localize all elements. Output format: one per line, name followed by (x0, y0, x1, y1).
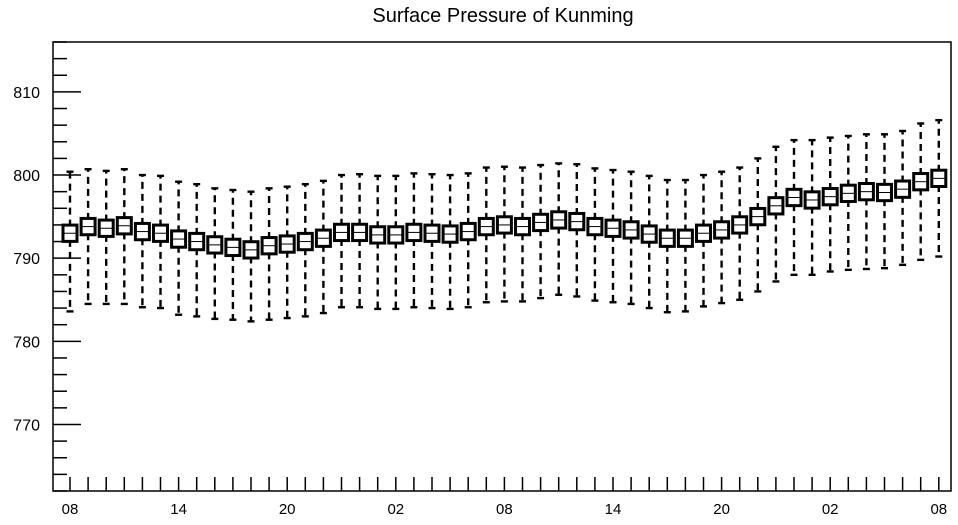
box-item (731, 166, 749, 301)
box-item (333, 173, 350, 309)
box-item (188, 182, 206, 318)
box-item (658, 178, 676, 314)
box-item (622, 170, 640, 306)
box-item (495, 165, 513, 303)
box-item (61, 170, 79, 313)
box-item (532, 163, 550, 300)
box-item (423, 173, 441, 310)
x-tick-label: 20 (279, 501, 296, 518)
box-item (260, 187, 278, 321)
box-item (459, 172, 477, 309)
box-item (839, 134, 857, 272)
box-item (604, 168, 622, 304)
box-item (695, 173, 712, 308)
box-item (749, 157, 767, 293)
x-tick-label: 02 (387, 501, 404, 518)
box-item (224, 188, 242, 321)
box-series (61, 118, 948, 323)
box-item (550, 162, 568, 296)
y-tick-label: 770 (13, 417, 40, 434)
box-item (477, 166, 495, 304)
box-item (676, 178, 694, 313)
box-item (152, 174, 169, 310)
box-item (821, 136, 839, 273)
box-item (930, 118, 948, 258)
box-item (79, 168, 97, 306)
box-item (405, 172, 423, 309)
box-item (857, 133, 875, 271)
box-item (785, 138, 803, 277)
y-tick-label: 810 (13, 85, 40, 102)
box-item (206, 187, 224, 321)
y-tick-label: 790 (13, 251, 40, 268)
x-tick-label: 08 (62, 501, 79, 518)
box-item (170, 180, 188, 316)
box-item (876, 133, 893, 270)
box-item (568, 163, 586, 298)
box-item (369, 174, 387, 311)
chart-title: Surface Pressure of Kunming (372, 5, 633, 27)
y-tick-label: 800 (13, 168, 40, 185)
box-item (586, 167, 604, 302)
box-item (278, 185, 296, 320)
box-item (351, 173, 369, 309)
box-item (115, 168, 133, 306)
box-item (767, 145, 785, 283)
x-tick-label: 08 (930, 501, 947, 518)
x-axis: 08 14 20 02 08 14 20 02 08 (62, 477, 947, 518)
y-axis: 770 780 790 800 810 (13, 41, 81, 492)
box-item (387, 174, 405, 311)
box-item (514, 166, 531, 303)
box-item (133, 173, 151, 309)
box-item (242, 190, 260, 323)
box-item (314, 179, 332, 315)
x-tick-label: 08 (496, 501, 513, 518)
x-tick-label: 14 (605, 501, 622, 518)
x-tick-label: 20 (713, 501, 730, 518)
box-item (713, 170, 731, 305)
box-item (912, 122, 930, 262)
box-item (441, 173, 459, 311)
y-tick-label: 780 (13, 334, 40, 351)
x-tick-label: 02 (822, 501, 839, 518)
box-item (640, 174, 658, 310)
box-item (97, 169, 115, 306)
box-item (803, 138, 821, 277)
plot-area-frame (52, 41, 952, 492)
x-tick-label: 14 (170, 501, 187, 518)
box-item (296, 182, 314, 318)
box-item (894, 129, 912, 267)
